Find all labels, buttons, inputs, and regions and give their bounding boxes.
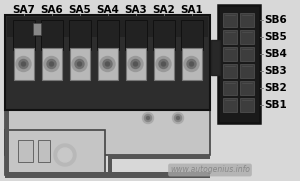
Bar xyxy=(97,20,119,50)
Bar xyxy=(18,140,33,162)
Bar xyxy=(181,20,202,50)
Circle shape xyxy=(134,62,137,66)
Bar xyxy=(223,13,237,27)
Bar xyxy=(223,47,237,61)
Circle shape xyxy=(187,60,196,68)
Circle shape xyxy=(128,56,143,71)
Circle shape xyxy=(176,117,179,119)
Text: SA1: SA1 xyxy=(180,5,203,15)
Bar xyxy=(5,155,9,172)
Text: SA6: SA6 xyxy=(40,5,63,15)
Circle shape xyxy=(103,60,112,68)
Bar xyxy=(223,64,237,78)
Text: SB3: SB3 xyxy=(264,66,287,76)
Circle shape xyxy=(54,144,76,166)
Bar xyxy=(154,48,173,80)
Circle shape xyxy=(19,60,28,68)
Bar xyxy=(41,48,62,80)
Text: SB2: SB2 xyxy=(264,83,287,93)
Text: SB5: SB5 xyxy=(264,32,287,42)
Circle shape xyxy=(161,62,166,66)
Bar xyxy=(5,15,210,110)
Bar xyxy=(211,40,220,75)
Circle shape xyxy=(172,113,184,123)
Text: SA5: SA5 xyxy=(68,5,91,15)
Circle shape xyxy=(146,117,149,119)
Circle shape xyxy=(44,56,59,71)
Bar xyxy=(152,20,175,50)
Bar xyxy=(108,155,112,175)
Bar xyxy=(68,20,91,50)
Circle shape xyxy=(184,56,199,71)
Bar xyxy=(240,13,254,27)
Bar xyxy=(223,30,237,44)
Bar xyxy=(38,140,50,162)
Bar xyxy=(110,155,210,159)
Bar xyxy=(98,48,118,80)
Circle shape xyxy=(145,115,152,121)
Circle shape xyxy=(106,62,110,66)
Bar xyxy=(5,100,9,178)
Circle shape xyxy=(22,62,26,66)
Text: SA4: SA4 xyxy=(96,5,119,15)
Circle shape xyxy=(75,60,84,68)
Bar xyxy=(223,81,237,95)
Circle shape xyxy=(131,60,140,68)
Text: SB1: SB1 xyxy=(264,100,287,110)
Bar xyxy=(240,47,254,61)
Circle shape xyxy=(100,56,115,71)
Bar xyxy=(5,172,210,175)
Bar xyxy=(13,20,34,50)
Text: SA3: SA3 xyxy=(124,5,147,15)
Bar xyxy=(124,20,146,50)
Bar xyxy=(7,17,208,37)
Text: SB4: SB4 xyxy=(264,49,287,59)
Circle shape xyxy=(159,60,168,68)
Circle shape xyxy=(77,62,82,66)
Text: SA7: SA7 xyxy=(12,5,35,15)
Bar xyxy=(240,30,254,44)
Bar xyxy=(218,5,260,123)
Text: www.autogenius.info: www.autogenius.info xyxy=(170,165,250,174)
Circle shape xyxy=(190,62,194,66)
Circle shape xyxy=(175,115,182,121)
Bar xyxy=(223,98,237,112)
Bar xyxy=(5,173,210,178)
Circle shape xyxy=(156,56,171,71)
Circle shape xyxy=(142,113,154,123)
Bar xyxy=(182,48,202,80)
Circle shape xyxy=(16,56,31,71)
Circle shape xyxy=(72,56,87,71)
Bar xyxy=(14,48,34,80)
Bar xyxy=(5,100,210,155)
Bar xyxy=(240,81,254,95)
Circle shape xyxy=(50,62,53,66)
Bar xyxy=(5,130,105,175)
Bar xyxy=(240,64,254,78)
Text: SB6: SB6 xyxy=(264,15,287,25)
Bar xyxy=(240,98,254,112)
Circle shape xyxy=(58,148,72,162)
Bar xyxy=(33,23,41,35)
Bar xyxy=(70,48,89,80)
Text: SA2: SA2 xyxy=(152,5,175,15)
Bar xyxy=(40,20,62,50)
Circle shape xyxy=(47,60,56,68)
Bar xyxy=(125,48,146,80)
